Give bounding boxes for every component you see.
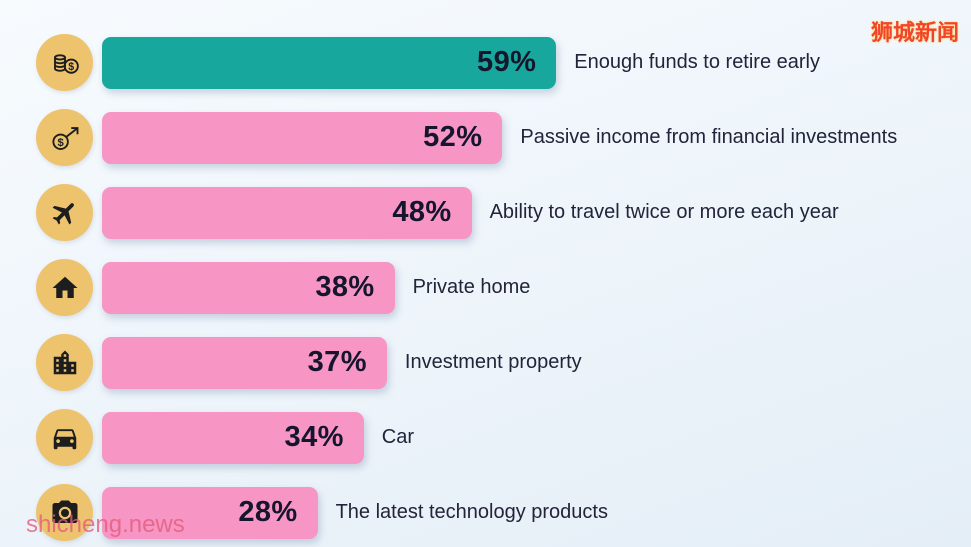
bar-value-label: 28% — [238, 496, 298, 528]
chart-row: 34% Car — [36, 400, 971, 475]
bar: 28% — [102, 486, 318, 539]
bar-category-label: The latest technology products — [335, 501, 608, 523]
car-icon — [36, 409, 93, 466]
bar-value-label: 38% — [315, 271, 375, 303]
svg-text:$: $ — [57, 136, 64, 148]
bar-value-label: 59% — [477, 46, 537, 78]
house-icon — [36, 259, 93, 316]
bar: 34% — [102, 411, 364, 464]
svg-text:$: $ — [68, 61, 74, 73]
bar: 48% — [102, 186, 472, 239]
dollar-growth-icon: $ — [36, 109, 93, 166]
camera-icon — [36, 484, 93, 541]
airplane-icon — [36, 184, 93, 241]
bar-category-label: Passive income from financial investment… — [520, 126, 898, 148]
chart-row: 48% Ability to travel twice or more each… — [36, 175, 971, 250]
chart-row: 28% The latest technology products — [36, 475, 971, 547]
chart-row: $ 52% Passive income from financial inve… — [36, 100, 971, 175]
bar: 52% — [102, 111, 503, 164]
investment-building-icon — [36, 334, 93, 391]
bar-category-label: Enough funds to retire early — [574, 51, 820, 73]
bar-category-label: Investment property — [404, 351, 582, 373]
money-bag-icon: $ — [36, 34, 93, 91]
bar: 37% — [102, 336, 387, 389]
bar-chart: $ 59% Enough funds to retire early $ — [36, 25, 971, 547]
bar-value-label: 34% — [284, 421, 344, 453]
site-watermark-top: 狮城新闻 — [870, 20, 959, 45]
site-watermark-bottom: shicheng.news — [26, 511, 185, 538]
chart-row: 38% Private home — [36, 250, 971, 325]
bar-category-label: Private home — [412, 276, 531, 298]
bar-category-label: Ability to travel twice or more each yea… — [489, 201, 839, 223]
bar-value-label: 48% — [392, 196, 452, 228]
bar: 59% — [102, 36, 557, 89]
bar-category-label: Car — [381, 426, 415, 448]
chart-row: $ 59% Enough funds to retire early — [36, 25, 971, 100]
bar-value-label: 37% — [307, 346, 367, 378]
chart-row: 37% Investment property — [36, 325, 971, 400]
bar-value-label: 52% — [423, 121, 483, 153]
bar: 38% — [102, 261, 395, 314]
